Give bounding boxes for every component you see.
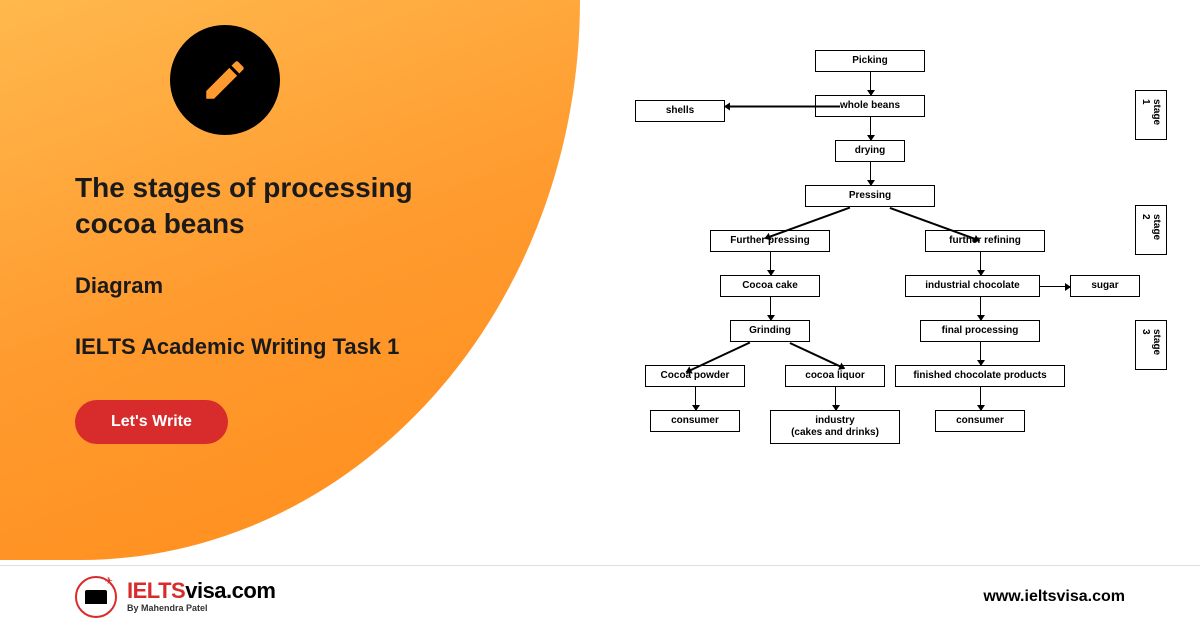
- subtitle: Diagram: [75, 273, 495, 299]
- byline: By Mahendra Patel: [127, 604, 275, 613]
- node-sugar: sugar: [1070, 275, 1140, 297]
- node-pressing: Pressing: [805, 185, 935, 207]
- arrow-down-1: [870, 117, 871, 140]
- brand-black: visa.com: [185, 578, 275, 603]
- brand-name: IELTSvisa.com: [127, 580, 275, 602]
- plane-icon: ✈: [105, 576, 113, 587]
- node-further_pressing: Further pressing: [710, 230, 830, 252]
- arrow-down-8: [695, 387, 696, 410]
- node-finished_products: finished chocolate products: [895, 365, 1065, 387]
- node-shells: shells: [635, 100, 725, 122]
- node-grinding: Grinding: [730, 320, 810, 342]
- node-industrial_choc: industrial chocolate: [905, 275, 1040, 297]
- task-label: IELTS Academic Writing Task 1: [75, 334, 495, 360]
- arrow-down-6: [980, 297, 981, 320]
- lets-write-button[interactable]: Let's Write: [75, 400, 228, 444]
- node-drying: drying: [835, 140, 905, 162]
- arrow-right-0: [1040, 286, 1070, 287]
- logo-circle-icon: ✈: [75, 576, 117, 618]
- node-consumer1: consumer: [650, 410, 740, 432]
- logo: ✈ IELTSvisa.com By Mahendra Patel: [75, 576, 275, 618]
- book-icon: [85, 590, 107, 604]
- stage-label-2: stage 2: [1135, 205, 1167, 255]
- node-further_refining: further refining: [925, 230, 1045, 252]
- arrow-diag-0: [725, 106, 840, 108]
- pencil-icon-circle: [170, 25, 280, 135]
- arrow-down-10: [980, 387, 981, 410]
- stage-label-1: stage 1: [1135, 90, 1167, 140]
- footer: ✈ IELTSvisa.com By Mahendra Patel www.ie…: [0, 565, 1200, 627]
- node-consumer2: consumer: [935, 410, 1025, 432]
- arrow-down-2: [870, 162, 871, 185]
- arrow-down-4: [770, 297, 771, 320]
- arrow-down-0: [870, 72, 871, 95]
- node-industry: industry (cakes and drinks): [770, 410, 900, 444]
- node-cocoa_liquor: cocoa liquor: [785, 365, 885, 387]
- node-cocoa_cake: Cocoa cake: [720, 275, 820, 297]
- arrow-down-5: [980, 252, 981, 275]
- node-picking: Picking: [815, 50, 925, 72]
- flowchart-diagram: Pickingshellswhole beansdryingPressingFu…: [590, 50, 1170, 520]
- node-final_processing: final processing: [920, 320, 1040, 342]
- arrow-down-3: [770, 252, 771, 275]
- logo-text: IELTSvisa.com By Mahendra Patel: [127, 580, 275, 613]
- stage-label-3: stage 3: [1135, 320, 1167, 370]
- arrow-down-9: [835, 387, 836, 410]
- website-url: www.ieltsvisa.com: [983, 588, 1125, 606]
- arrow-down-7: [980, 342, 981, 365]
- left-content: The stages of processing cocoa beans Dia…: [75, 170, 495, 444]
- pencil-icon: [200, 55, 250, 105]
- page-title: The stages of processing cocoa beans: [75, 170, 495, 243]
- brand-red: IELTS: [127, 578, 185, 603]
